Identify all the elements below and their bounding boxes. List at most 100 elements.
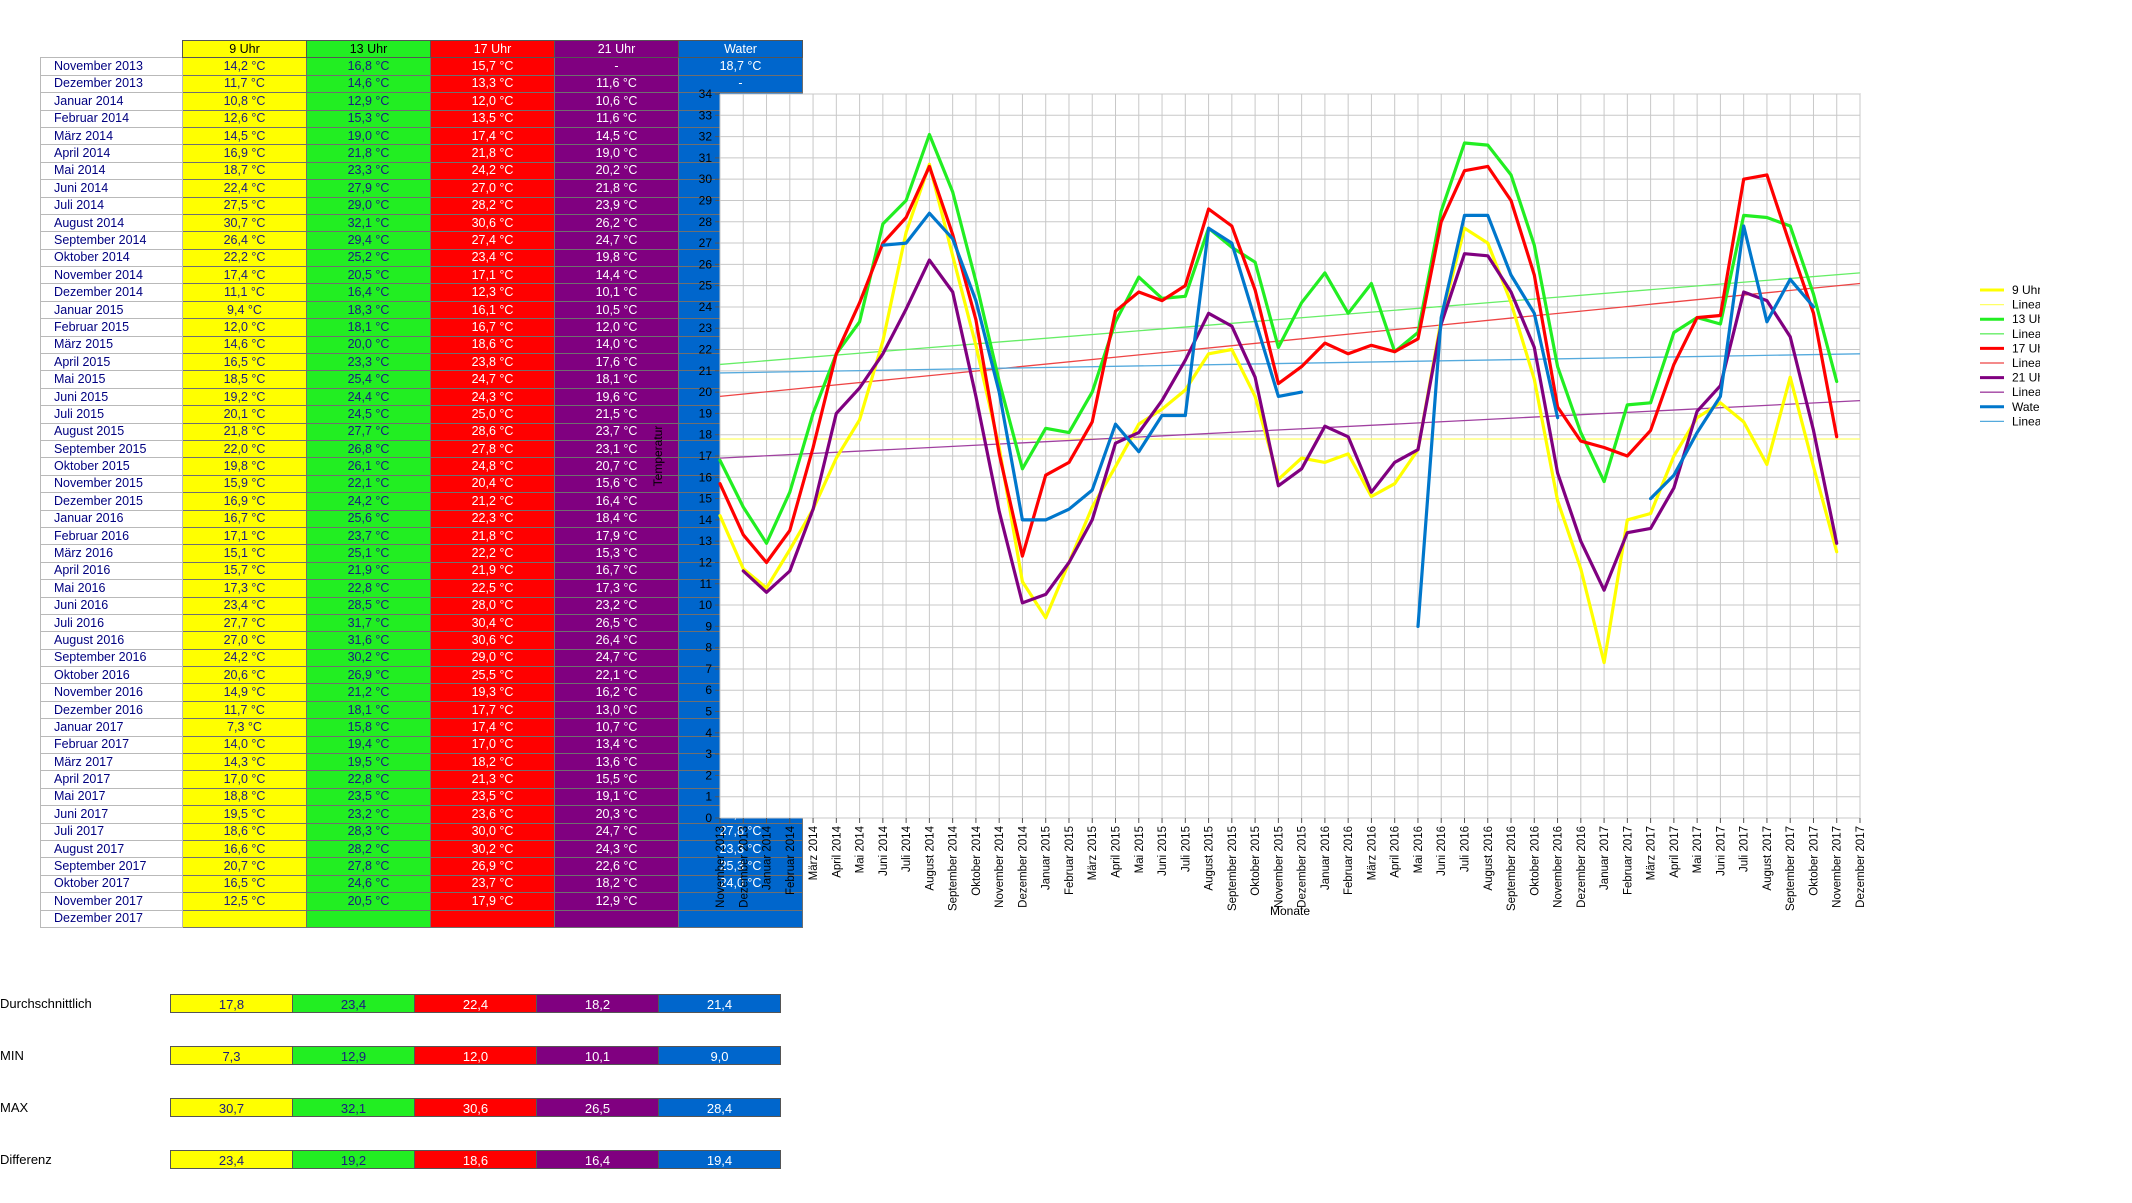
summary-value[interactable]: 22,4 bbox=[414, 994, 537, 1013]
summary-value[interactable]: 26,5 bbox=[536, 1098, 659, 1117]
month-cell[interactable]: April 2015 bbox=[40, 353, 183, 372]
month-cell[interactable]: August 2014 bbox=[40, 213, 183, 233]
value-cell[interactable]: 25,2 °C bbox=[306, 248, 431, 268]
value-cell[interactable]: 26,9 °C bbox=[430, 857, 555, 876]
value-cell[interactable]: 19,3 °C bbox=[430, 683, 555, 702]
value-cell[interactable]: 20,7 °C bbox=[182, 857, 307, 876]
month-cell[interactable]: Oktober 2017 bbox=[40, 874, 183, 894]
value-cell[interactable]: 17,9 °C bbox=[430, 892, 555, 911]
value-cell[interactable]: 24,5 °C bbox=[306, 405, 431, 424]
value-cell[interactable]: 22,2 °C bbox=[182, 248, 307, 268]
value-cell[interactable]: 22,8 °C bbox=[306, 579, 431, 598]
value-cell[interactable]: 16,2 °C bbox=[554, 683, 679, 702]
month-cell[interactable]: Juni 2017 bbox=[40, 805, 183, 824]
value-cell[interactable]: 17,3 °C bbox=[182, 579, 307, 598]
value-cell[interactable]: 23,3 °C bbox=[306, 353, 431, 372]
value-cell[interactable]: 17,0 °C bbox=[430, 735, 555, 755]
value-cell[interactable]: 30,0 °C bbox=[430, 822, 555, 841]
value-cell[interactable]: 20,5 °C bbox=[306, 892, 431, 911]
value-cell[interactable]: 25,5 °C bbox=[430, 666, 555, 685]
value-cell[interactable]: 16,9 °C bbox=[182, 492, 307, 511]
value-cell[interactable]: 22,8 °C bbox=[306, 770, 431, 789]
value-cell[interactable]: 23,8 °C bbox=[430, 353, 555, 372]
value-cell[interactable]: 25,1 °C bbox=[306, 544, 431, 563]
value-cell[interactable]: 23,3 °C bbox=[306, 161, 431, 181]
month-cell[interactable]: Februar 2016 bbox=[40, 526, 183, 546]
value-cell[interactable]: 9,4 °C bbox=[182, 300, 307, 320]
value-cell[interactable]: 14,0 °C bbox=[182, 735, 307, 755]
summary-value[interactable]: 9,0 bbox=[658, 1046, 781, 1065]
value-cell[interactable]: 27,8 °C bbox=[306, 857, 431, 876]
summary-value[interactable]: 7,3 bbox=[170, 1046, 293, 1065]
value-cell[interactable]: 18,7 °C bbox=[182, 161, 307, 181]
value-cell[interactable]: 15,7 °C bbox=[430, 57, 555, 76]
value-cell[interactable]: 23,7 °C bbox=[306, 526, 431, 546]
value-cell[interactable]: 14,2 °C bbox=[182, 57, 307, 76]
month-cell[interactable]: November 2015 bbox=[40, 474, 183, 494]
value-cell[interactable]: 24,0 °C bbox=[678, 874, 803, 894]
summary-value[interactable]: 23,4 bbox=[170, 1150, 293, 1169]
value-cell[interactable]: 17,7 °C bbox=[430, 700, 555, 720]
summary-value[interactable]: 30,6 bbox=[414, 1098, 537, 1117]
value-cell[interactable]: 16,7 °C bbox=[182, 509, 307, 528]
value-cell[interactable]: 20,4 °C bbox=[430, 474, 555, 494]
value-cell[interactable]: 19,6 °C bbox=[554, 387, 679, 407]
header-9-uhr[interactable]: 9 Uhr bbox=[182, 39, 307, 59]
month-cell[interactable]: September 2015 bbox=[40, 439, 183, 459]
month-cell[interactable]: November 2013 bbox=[40, 57, 183, 76]
month-cell[interactable]: Juli 2015 bbox=[40, 405, 183, 424]
value-cell[interactable]: 22,5 °C bbox=[430, 579, 555, 598]
month-cell[interactable]: Juli 2014 bbox=[40, 196, 183, 215]
value-cell[interactable]: 14,6 °C bbox=[306, 74, 431, 94]
value-cell[interactable]: 24,4 °C bbox=[306, 387, 431, 407]
month-cell[interactable]: März 2016 bbox=[40, 544, 183, 563]
value-cell[interactable]: 25,0 °C bbox=[430, 405, 555, 424]
value-cell[interactable]: 23,5 °C bbox=[430, 787, 555, 807]
value-cell[interactable]: 12,0 °C bbox=[182, 318, 307, 337]
month-cell[interactable]: Juni 2015 bbox=[40, 387, 183, 407]
month-cell[interactable]: Oktober 2016 bbox=[40, 666, 183, 685]
value-cell[interactable]: 27,8 °C bbox=[430, 439, 555, 459]
value-cell[interactable]: 12,3 °C bbox=[430, 283, 555, 302]
value-cell[interactable]: 23,2 °C bbox=[306, 805, 431, 824]
value-cell[interactable]: 29,0 °C bbox=[430, 648, 555, 668]
value-cell[interactable]: 15,9 °C bbox=[182, 474, 307, 494]
value-cell[interactable]: 14,6 °C bbox=[182, 335, 307, 355]
month-cell[interactable]: April 2014 bbox=[40, 144, 183, 163]
value-cell[interactable]: 18,7 °C bbox=[678, 57, 803, 76]
summary-value[interactable]: 17,8 bbox=[170, 994, 293, 1013]
value-cell[interactable]: 24,2 °C bbox=[306, 492, 431, 511]
header-13-uhr[interactable]: 13 Uhr bbox=[306, 39, 431, 59]
month-cell[interactable]: März 2017 bbox=[40, 753, 183, 772]
value-cell[interactable]: 14,5 °C bbox=[182, 126, 307, 146]
value-cell[interactable]: 26,8 °C bbox=[306, 439, 431, 459]
value-cell[interactable]: 11,7 °C bbox=[182, 74, 307, 94]
value-cell[interactable]: 29,4 °C bbox=[306, 231, 431, 250]
summary-value[interactable]: 12,9 bbox=[292, 1046, 415, 1065]
value-cell[interactable]: 20,1 °C bbox=[182, 405, 307, 424]
month-cell[interactable]: September 2017 bbox=[40, 857, 183, 876]
value-cell[interactable]: 25,3 °C bbox=[678, 857, 803, 876]
value-cell[interactable]: 27,7 °C bbox=[306, 422, 431, 441]
month-cell[interactable]: Oktober 2015 bbox=[40, 457, 183, 476]
value-cell[interactable]: 17,4 °C bbox=[182, 266, 307, 285]
value-cell[interactable]: 14,9 °C bbox=[182, 683, 307, 702]
month-cell[interactable]: Januar 2017 bbox=[40, 718, 183, 737]
value-cell[interactable]: 21,2 °C bbox=[306, 683, 431, 702]
value-cell[interactable]: 15,3 °C bbox=[554, 544, 679, 563]
value-cell[interactable]: 29,0 °C bbox=[306, 196, 431, 215]
value-cell[interactable] bbox=[430, 909, 555, 928]
value-cell[interactable]: 23,1 °C bbox=[554, 439, 679, 459]
value-cell[interactable]: 22,4 °C bbox=[182, 179, 307, 198]
value-cell[interactable]: 12,6 °C bbox=[182, 109, 307, 128]
value-cell[interactable]: 18,3 °C bbox=[306, 300, 431, 320]
value-cell[interactable]: 24,3 °C bbox=[430, 387, 555, 407]
value-cell[interactable]: 18,6 °C bbox=[430, 335, 555, 355]
value-cell[interactable]: 18,4 °C bbox=[554, 509, 679, 528]
month-cell[interactable]: Mai 2016 bbox=[40, 579, 183, 598]
value-cell[interactable]: 18,8 °C bbox=[182, 787, 307, 807]
month-cell[interactable]: Januar 2016 bbox=[40, 509, 183, 528]
month-cell[interactable]: Dezember 2014 bbox=[40, 283, 183, 302]
month-cell[interactable]: Dezember 2016 bbox=[40, 700, 183, 720]
value-cell[interactable]: 12,0 °C bbox=[554, 318, 679, 337]
